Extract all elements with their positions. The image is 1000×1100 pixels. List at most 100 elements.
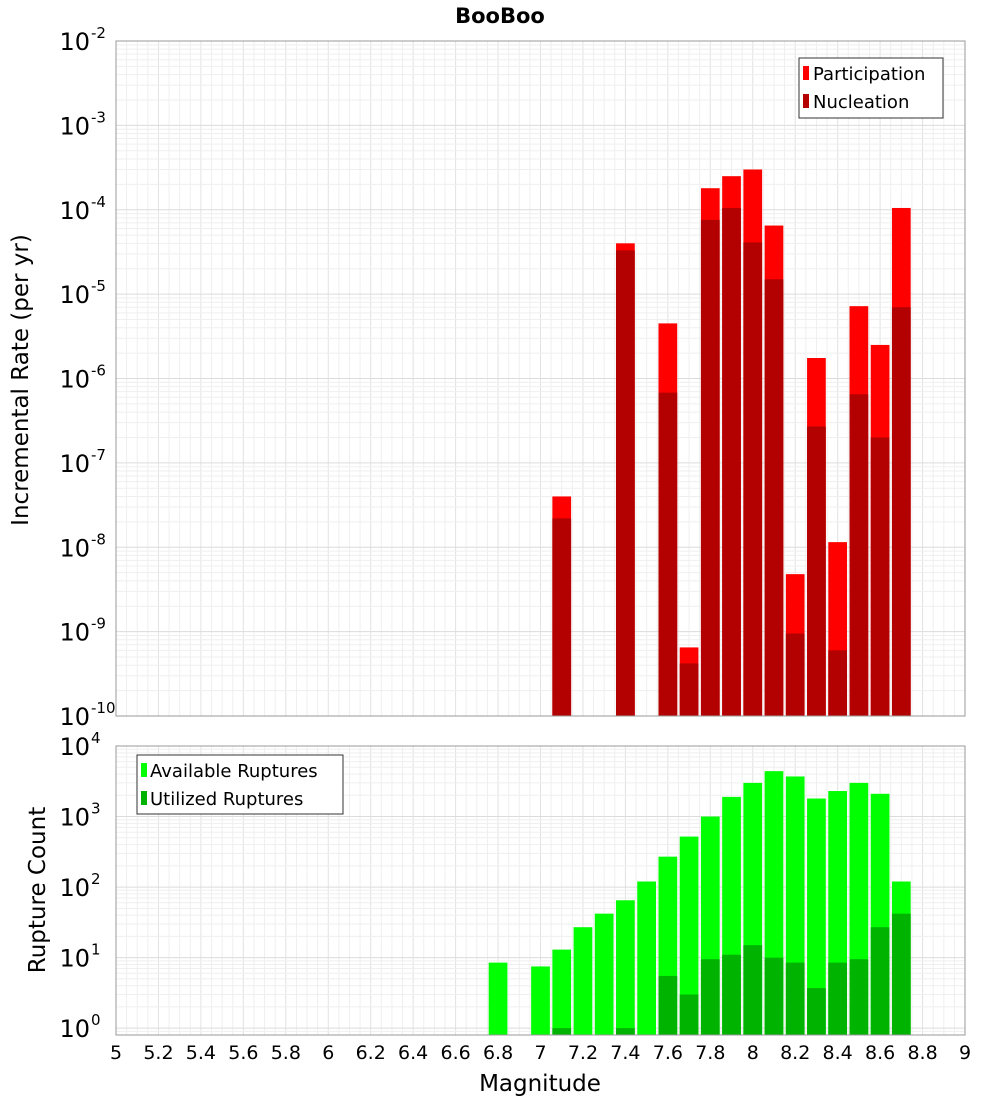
x-tick-label: 8 [747,1042,759,1064]
y-tick-exponent: -8 [91,530,106,548]
y-tick-label: 10 -4 [59,193,106,225]
bar-available-ruptures [531,966,550,1035]
bar-available-ruptures [552,949,572,1035]
bar-utilized-ruptures [870,927,890,1035]
bar-utilized-ruptures [764,957,784,1035]
y-tick-base: 10 [59,874,90,902]
legend-swatch-utilized [141,791,147,805]
y-tick-base: 10 [59,366,90,394]
bar-nucleation [700,219,720,717]
y-tick-exponent: -7 [91,446,106,464]
bar-nucleation [722,207,741,716]
x-tick-label: 8.2 [780,1042,810,1064]
y-tick-label: 10 -9 [59,615,106,647]
bar-nucleation [743,242,763,716]
legend-swatch-available [141,763,147,777]
y-tick-label: 10 1 [59,941,100,973]
y-tick-exponent: 1 [91,941,101,959]
x-tick-label: 8.4 [823,1042,853,1064]
x-tick-label: 8.8 [907,1042,937,1064]
top-legend-box [798,57,944,119]
y-tick-base: 10 [59,450,90,478]
legend-label-nucleation: Nucleation [813,92,909,113]
legend-label-utilized: Utilized Ruptures [150,789,303,810]
bottom-y-axis-label: Rupture Count [25,807,51,973]
y-tick-label: 10 0 [59,1011,100,1043]
bar-nucleation [828,650,848,716]
x-tick-label: 6.2 [356,1042,386,1064]
y-tick-base: 10 [59,197,90,225]
top-y-tick-labels: 10-210-310-410-510-610-710-810-910-10 [59,24,115,731]
y-tick-base: 10 [59,804,90,832]
legend-swatch-nucleation [803,94,809,108]
x-tick-labels: 5 5.2 5.4 5.6 5.8 6 6.2 6.4 6.6 6.8 7 7.2 7.4 7.6 7.8 8… [110,1042,971,1064]
y-tick-base: 10 [59,1015,90,1043]
legend-label-available: Available Ruptures [150,761,318,782]
x-axis-label: Magnitude [479,1071,601,1097]
bar-utilized-ruptures [743,945,763,1035]
y-tick-label: 10 -6 [59,362,106,394]
y-tick-label: 10 4 [59,729,100,761]
bar-utilized-ruptures [891,913,911,1035]
bar-nucleation [785,633,805,716]
y-tick-exponent: 2 [91,870,101,888]
y-tick-base: 10 [59,619,90,647]
bar-available-ruptures [616,900,635,1035]
bar-available-ruptures [573,927,593,1035]
y-tick-label: 10 2 [59,870,100,902]
y-tick-exponent: -6 [91,362,106,380]
y-tick-base: 10 [59,281,90,309]
bar-nucleation [870,437,890,716]
bar-available-ruptures [679,836,699,1035]
x-tick-label: 7.6 [653,1042,683,1064]
bar-utilized-ruptures [849,959,869,1035]
x-tick-label: 7.4 [610,1042,640,1064]
bar-available-ruptures [807,798,826,1035]
bar-utilized-ruptures [828,962,848,1035]
bar-utilized-ruptures [722,954,741,1035]
bottom-plot-frame [115,745,966,1036]
y-tick-base: 10 [59,28,90,56]
y-tick-exponent: -10 [91,699,116,717]
bar-utilized-ruptures [679,994,699,1035]
bar-available-ruptures [637,881,656,1035]
bar-nucleation [552,518,572,716]
x-tick-label: 7 [534,1042,546,1064]
bar-utilized-ruptures [785,962,805,1035]
bar-available-ruptures [594,913,614,1035]
chart-title: BooBoo [455,4,545,28]
top-plot-frame [115,40,966,717]
y-tick-exponent: -3 [91,108,106,126]
y-tick-base: 10 [59,703,90,731]
y-tick-label: 10 -2 [59,24,106,56]
legend-label-participation: Participation [813,64,925,85]
y-tick-exponent: 0 [91,1011,101,1029]
bar-nucleation [679,663,699,716]
legend-swatch-participation [803,66,809,80]
y-tick-label: 10 3 [59,800,100,832]
y-tick-label: 10 -3 [59,108,106,140]
x-tick-label: 5.8 [271,1042,301,1064]
y-tick-label: 10 -5 [59,277,106,309]
y-tick-base: 10 [59,945,90,973]
bar-utilized-ruptures [658,975,678,1035]
x-tick-label: 6.8 [483,1042,513,1064]
y-tick-exponent: -9 [91,615,106,633]
bottom-panel-bars [488,771,911,1035]
top-legend: Participation Nucleation [798,57,944,119]
x-tick-label: 6 [322,1042,334,1064]
bar-nucleation [658,392,678,716]
x-tick-label: 7.2 [568,1042,598,1064]
bar-utilized-ruptures [552,1028,572,1035]
bottom-legend: Available Ruptures Utilized Ruptures [136,754,344,815]
y-tick-label: 10 -7 [59,446,106,478]
x-tick-label: 5.6 [228,1042,258,1064]
x-tick-label: 5.2 [143,1042,173,1064]
y-tick-exponent: 3 [91,800,101,818]
y-tick-exponent: -2 [91,24,106,42]
y-tick-base: 10 [59,534,90,562]
bar-utilized-ruptures [616,1028,635,1035]
bar-nucleation [807,426,826,716]
